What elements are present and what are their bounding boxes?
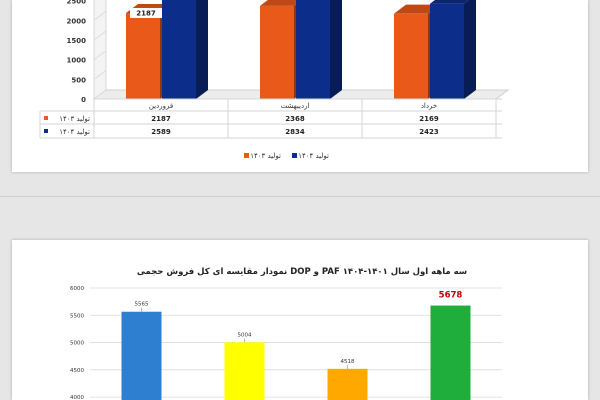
chart2-value-label-1: 5004	[238, 332, 252, 338]
chart1-bar-s1-c1	[296, 0, 330, 99]
chart1-gridline-4	[93, 10, 107, 21]
chart2-bar-0	[121, 311, 162, 400]
chart1-bar-top-s1-c2	[430, 0, 469, 4]
chart2-y-tick-0: 4000	[70, 395, 84, 400]
chart1-legend-key-0	[244, 153, 249, 158]
chart2-y-tick-4: 6000	[70, 286, 84, 292]
chart2-title: نمودار مقایسه ای کل فروش حجمی DOP و PAF …	[137, 267, 467, 277]
chart1-table-value-s0-c1: 2368	[285, 115, 305, 123]
production-comparison-chart: 0 500 1000 1500 2000 2500 2187 فروردین اردیبهشت خ…	[39, 0, 510, 160]
chart1-table-legend-key-1	[44, 129, 48, 133]
chart2-value-label-3: 5678	[439, 291, 463, 301]
chart1-category-label-1: اردیبهشت	[281, 102, 310, 110]
chart1-bar-s0-c0	[126, 12, 160, 100]
chart1-y-tick-4: 2000	[67, 17, 87, 25]
top-chart-card: 0 500 1000 1500 2000 2500 2187 فروردین اردیبهشت خ…	[12, 0, 588, 172]
chart1-bar-s0-c1	[260, 5, 294, 100]
chart1-y-tick-2: 1000	[67, 57, 87, 65]
chart1-data-label-0: 2187	[136, 9, 156, 17]
chart1-table-value-s0-c2: 2169	[419, 115, 439, 123]
chart1-y-tick-0: 0	[81, 96, 86, 104]
chart2-y-tick-3: 5500	[70, 313, 84, 319]
chart1-gridline-3	[93, 30, 107, 41]
chart1-bar-top-s0-c2	[394, 4, 440, 14]
chart2-y-tick-1: 4500	[70, 368, 84, 374]
chart2-value-label-0: 5565	[135, 302, 149, 308]
chart1-bar-side-s1-c0	[196, 0, 208, 99]
chart1-bar-s1-c0	[162, 0, 196, 99]
chart1-gridline-0	[93, 89, 107, 100]
chart1-table-series-label-1: تولید ۱۴۰۴	[59, 128, 90, 136]
chart2-bar-3	[430, 305, 471, 400]
chart1-table-series-label-0: تولید ۱۴۰۳	[59, 115, 90, 123]
chart1-y-tick-1: 500	[71, 76, 86, 84]
chart2-bar-2	[327, 368, 368, 400]
chart1-category-label-2: خرداد	[421, 102, 437, 110]
chart1-side-wall	[93, 0, 107, 100]
chart1-bar-top-s0-c1	[260, 0, 302, 6]
sales-volume-chart: نمودار مقایسه ای کل فروش حجمی DOP و PAF …	[70, 267, 502, 400]
page-divider	[0, 196, 600, 197]
chart1-legend-label-0: تولید ۱۴۰۳	[250, 152, 281, 160]
chart1-table-value-s1-c1: 2834	[285, 128, 305, 136]
chart1-table-value-s1-c2: 2423	[419, 128, 439, 136]
chart2-y-tick-2: 5000	[70, 341, 84, 347]
chart1-table-value-s0-c0: 2187	[151, 115, 171, 123]
chart1-data-label-bg-0	[130, 7, 162, 18]
chart1-table-legend-key-0	[44, 116, 48, 120]
chart1-legend-key-1	[292, 153, 297, 158]
chart2-bar-1	[224, 342, 265, 400]
chart1-bar-s1-c2	[430, 3, 464, 99]
chart1-category-label-0: فروردین	[149, 102, 173, 110]
chart1-gridline-2	[93, 50, 107, 61]
chart1-bar-side-s1-c1	[330, 0, 342, 99]
chart1-table-value-s1-c0: 2589	[151, 128, 171, 136]
chart1-y-tick-3: 1500	[67, 37, 87, 45]
bottom-chart-card: نمودار مقایسه ای کل فروش حجمی DOP و PAF …	[12, 240, 588, 400]
chart2-value-label-2: 4518	[341, 359, 355, 365]
chart1-bar-s0-c2	[394, 13, 428, 100]
chart1-bar-side-s1-c2	[464, 0, 476, 99]
chart1-y-tick-5: 2500	[67, 0, 87, 6]
chart1-gridline-1	[93, 69, 107, 80]
chart1-legend-label-1: تولید ۱۴۰۴	[298, 152, 329, 160]
